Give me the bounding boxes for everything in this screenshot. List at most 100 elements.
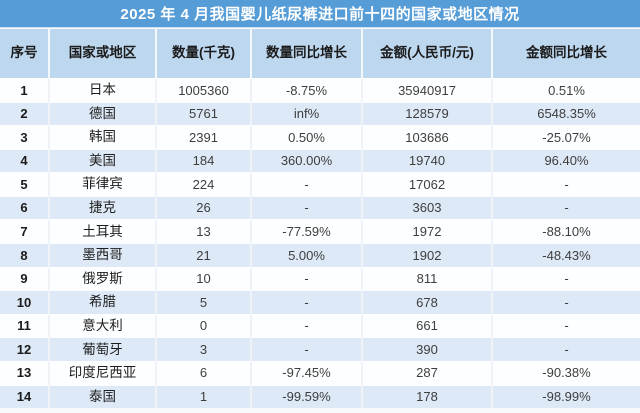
cell-col-amount: 811 [363, 266, 493, 291]
cell-col-qty: 6 [157, 360, 252, 385]
header-cell-col-qty-yoy: 数量同比增长 [252, 28, 363, 78]
cell-col-qty: 5761 [157, 101, 252, 126]
cell-col-amount: 1972 [363, 219, 493, 244]
cell-col-qty-yoy: - [252, 290, 363, 314]
cell-col-amount-yoy: -48.43% [493, 243, 640, 267]
cell-col-country: 意大利 [50, 313, 157, 338]
cell-col-amount-yoy: -90.38% [493, 360, 640, 385]
cell-col-qty-yoy: - [252, 313, 363, 338]
table-row: 11 意大利 0-661- [0, 313, 640, 338]
cell-col-qty-yoy: - [252, 266, 363, 291]
table-bottom-edge [0, 408, 640, 413]
cell-col-country: 菲律宾 [50, 172, 157, 196]
cell-col-qty: 184 [157, 148, 252, 173]
cell-col-amount: 178 [363, 384, 493, 409]
cell-col-amount: 17062 [363, 172, 493, 196]
cell-col-country: 泰国 [50, 384, 157, 409]
cell-col-amount-yoy: - [493, 290, 640, 314]
cell-col-qty-yoy: 5.00% [252, 243, 363, 267]
cell-col-index: 5 [0, 172, 50, 196]
header-cell-col-country: 国家或地区 [50, 28, 157, 78]
cell-col-qty-yoy: 0.50% [252, 125, 363, 149]
cell-col-amount: 103686 [363, 125, 493, 149]
cell-col-qty: 26 [157, 195, 252, 220]
cell-col-index: 4 [0, 148, 50, 173]
cell-col-amount-yoy: - [493, 266, 640, 291]
cell-col-amount: 128579 [363, 101, 493, 126]
import-data-table: 序号 国家或地区 数量(千克) 数量同比增长 金额(人民币/元) 金额同比增长 1 日本 10… [0, 28, 640, 413]
cell-col-qty-yoy: inf% [252, 101, 363, 126]
cell-col-amount: 678 [363, 290, 493, 314]
header-cell-col-amount-yoy: 金额同比增长 [493, 28, 640, 78]
cell-col-country: 印度尼西亚 [50, 360, 157, 385]
cell-col-qty-yoy: -97.45% [252, 360, 363, 385]
table-row: 13 印度尼西亚 6 -97.45% 287 -90.38% [0, 360, 640, 385]
cell-col-country: 土耳其 [50, 219, 157, 244]
table-row: 9 俄罗斯 10-811- [0, 266, 640, 291]
table-title-bar: 2025 年 4 月我国婴儿纸尿裤进口前十四的国家或地区情况 [0, 0, 640, 28]
cell-col-qty-yoy: -8.75% [252, 78, 363, 102]
table-header-row: 序号 国家或地区 数量(千克) 数量同比增长 金额(人民币/元) 金额同比增长 [0, 28, 640, 78]
table-row: 2 德国 5761 inf% 128579 6548.35% [0, 101, 640, 126]
table-row: 7 土耳其 13 -77.59% 1972 -88.10% [0, 219, 640, 244]
cell-col-amount-yoy: - [493, 337, 640, 361]
cell-col-index: 9 [0, 266, 50, 291]
cell-col-qty-yoy: - [252, 195, 363, 220]
cell-col-qty: 3 [157, 337, 252, 361]
cell-col-country: 德国 [50, 101, 157, 126]
cell-col-qty: 21 [157, 243, 252, 267]
table-row: 14 泰国 1 -99.59% 178 -98.99% [0, 384, 640, 409]
cell-col-qty: 10 [157, 266, 252, 291]
cell-col-qty-yoy: -99.59% [252, 384, 363, 409]
cell-col-amount-yoy: - [493, 313, 640, 338]
cell-col-amount: 35940917 [363, 78, 493, 102]
table-row: 8 墨西哥 21 5.00% 1902 -48.43% [0, 243, 640, 267]
cell-col-qty-yoy: -77.59% [252, 219, 363, 244]
cell-col-country: 美国 [50, 148, 157, 173]
cell-col-country: 捷克 [50, 195, 157, 220]
cell-col-qty: 224 [157, 172, 252, 196]
table-body: 1 日本 1005360 -8.75% 35940917 0.51% 2 德国 5761 inf%… [0, 78, 640, 409]
cell-col-index: 13 [0, 360, 50, 385]
table-row: 10 希腊 5-678- [0, 290, 640, 314]
cell-col-index: 14 [0, 384, 50, 409]
cell-col-amount: 19740 [363, 148, 493, 173]
table-row: 3 韩国 2391 0.50% 103686 -25.07% [0, 125, 640, 149]
cell-col-amount: 390 [363, 337, 493, 361]
cell-col-qty: 1005360 [157, 78, 252, 102]
cell-col-amount: 1902 [363, 243, 493, 267]
cell-col-amount-yoy: -25.07% [493, 125, 640, 149]
table-row: 12 葡萄牙 3-390- [0, 337, 640, 361]
cell-col-qty-yoy: - [252, 337, 363, 361]
cell-col-index: 6 [0, 195, 50, 220]
cell-col-index: 8 [0, 243, 50, 267]
cell-col-amount-yoy: - [493, 172, 640, 196]
cell-col-qty: 5 [157, 290, 252, 314]
cell-col-country: 墨西哥 [50, 243, 157, 267]
cell-col-index: 11 [0, 313, 50, 338]
cell-col-country: 韩国 [50, 125, 157, 149]
cell-col-index: 2 [0, 101, 50, 126]
header-cell-col-amount: 金额(人民币/元) [363, 28, 493, 78]
cell-col-index: 7 [0, 219, 50, 244]
cell-col-amount-yoy: -98.99% [493, 384, 640, 409]
header-cell-col-index: 序号 [0, 28, 50, 78]
cell-col-amount: 661 [363, 313, 493, 338]
cell-col-amount-yoy: 0.51% [493, 78, 640, 102]
table-row: 6 捷克 26-3603- [0, 195, 640, 220]
cell-col-amount-yoy: 96.40% [493, 148, 640, 173]
cell-col-index: 3 [0, 125, 50, 149]
table-title: 2025 年 4 月我国婴儿纸尿裤进口前十四的国家或地区情况 [120, 6, 520, 23]
cell-col-index: 12 [0, 337, 50, 361]
cell-col-amount: 3603 [363, 195, 493, 220]
cell-col-qty-yoy: - [252, 172, 363, 196]
cell-col-qty: 2391 [157, 125, 252, 149]
cell-col-country: 希腊 [50, 290, 157, 314]
cell-col-index: 1 [0, 78, 50, 102]
cell-col-amount-yoy: -88.10% [493, 219, 640, 243]
cell-col-qty: 0 [157, 313, 252, 338]
cell-col-qty: 13 [157, 219, 252, 244]
header-cell-col-qty: 数量(千克) [157, 28, 252, 78]
table-row: 5 菲律宾 224-17062- [0, 172, 640, 196]
